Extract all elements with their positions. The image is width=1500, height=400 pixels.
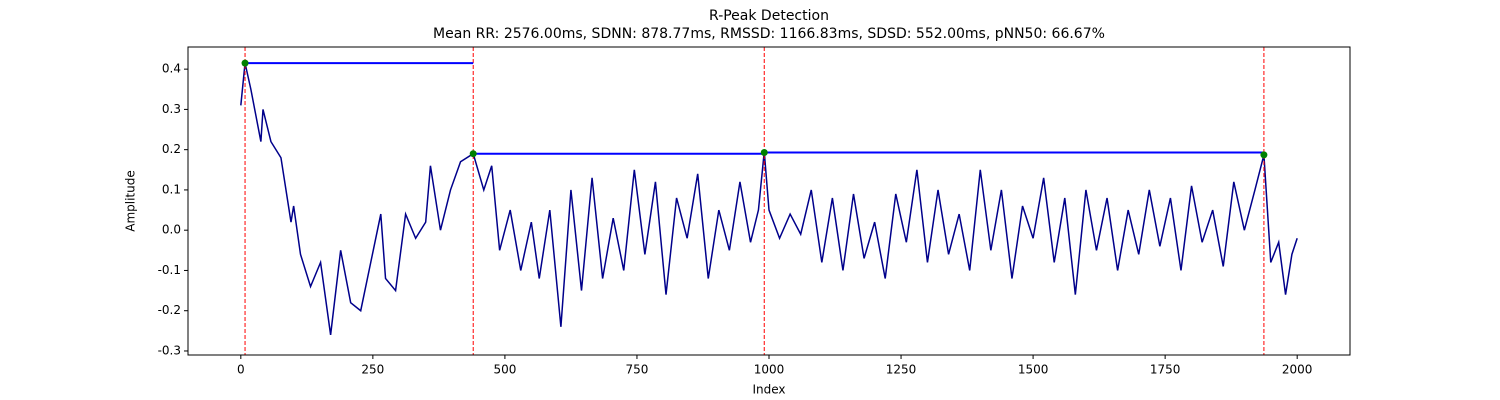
- x-tick-label: 750: [626, 363, 649, 377]
- y-tick-label: -0.3: [158, 343, 181, 357]
- chart-subtitle: Mean RR: 2576.00ms, SDNN: 878.77ms, RMSS…: [433, 26, 1105, 42]
- x-tick-label: 1750: [1150, 363, 1181, 377]
- y-tick-label: -0.1: [158, 263, 181, 277]
- y-tick-label: 0.3: [162, 102, 181, 116]
- peak-point: [241, 59, 249, 67]
- y-tick-label: 0.1: [162, 182, 181, 196]
- plot-frame: [187, 46, 1351, 356]
- x-tick-label: 1250: [886, 363, 917, 377]
- x-tick-label: 1500: [1018, 363, 1049, 377]
- y-tick-label: 0.4: [162, 62, 181, 76]
- y-tick-label: 0.0: [162, 223, 181, 237]
- y-axis-label: Amplitude: [124, 170, 138, 232]
- x-tick-label: 2000: [1282, 363, 1313, 377]
- x-tick-label: 250: [361, 363, 384, 377]
- y-tick-label: 0.2: [162, 142, 181, 156]
- x-tick-label: 1000: [754, 363, 785, 377]
- y-tick-label: -0.2: [158, 303, 181, 317]
- x-tick-label: 500: [493, 363, 516, 377]
- chart-title: R-Peak Detection: [709, 8, 829, 24]
- signal-line: [240, 62, 1298, 335]
- peak-point: [469, 150, 477, 158]
- x-tick-label: 0: [237, 363, 245, 377]
- x-axis-label: Index: [752, 383, 785, 397]
- peak-point: [1260, 151, 1268, 159]
- peak-point: [760, 148, 768, 156]
